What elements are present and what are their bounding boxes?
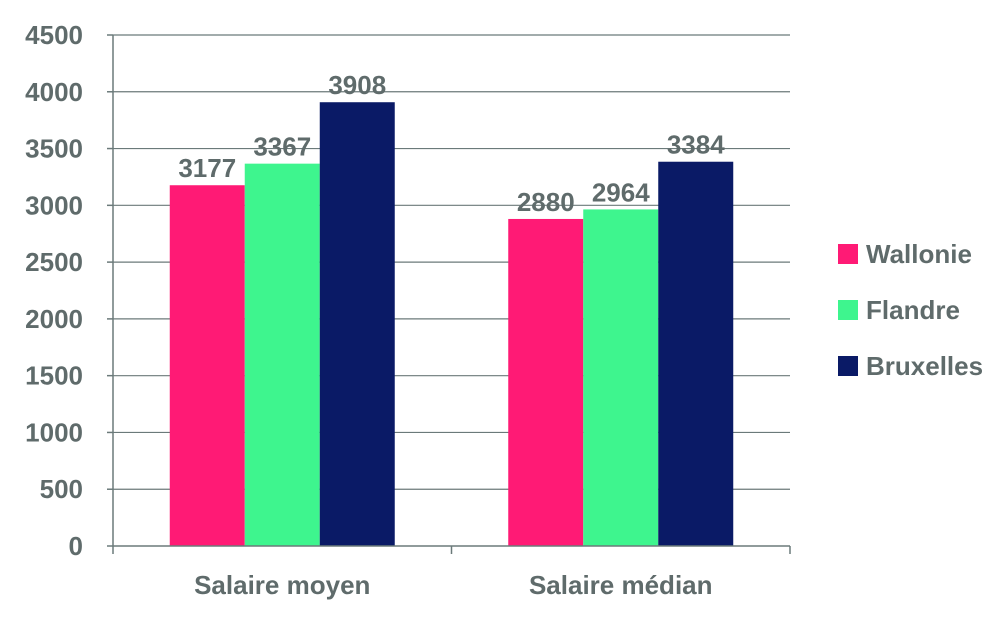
- y-axis-ticks: 0 500 1000 1500 2000 2500 3000 3500 4000 4500: [25, 20, 83, 561]
- data-labels: 3177 3367 3908 2880 2964 3384: [178, 70, 725, 217]
- data-label: 3908: [328, 70, 386, 100]
- x-category-label: Salaire médian: [529, 570, 713, 600]
- y-tick-label: 4500: [25, 20, 83, 50]
- y-tick-label: 500: [40, 474, 83, 504]
- data-label: 3177: [178, 153, 236, 183]
- legend-label: Wallonie: [866, 239, 972, 269]
- bar: [319, 102, 395, 547]
- x-axis-categories: Salaire moyen Salaire médian: [194, 570, 712, 600]
- data-label: 3367: [253, 132, 311, 162]
- y-tick-label: 3000: [25, 190, 83, 220]
- data-label: 2964: [592, 177, 650, 207]
- y-tick-label: 2500: [25, 247, 83, 277]
- y-tick-label: 3500: [25, 134, 83, 164]
- y-tick-label: 1000: [25, 417, 83, 447]
- legend-label: Bruxelles: [866, 351, 983, 381]
- legend-swatch: [838, 300, 858, 320]
- x-category-label: Salaire moyen: [194, 570, 370, 600]
- bar: [658, 161, 734, 546]
- data-label: 3384: [667, 130, 725, 160]
- bar: [169, 185, 245, 546]
- data-label: 2880: [517, 187, 575, 217]
- bars: [169, 102, 734, 547]
- y-tick-label: 2000: [25, 304, 83, 334]
- legend-swatch: [838, 244, 858, 264]
- y-tick-label: 1500: [25, 361, 83, 391]
- bar: [244, 163, 320, 546]
- y-tick-label: 4000: [25, 77, 83, 107]
- legend-label: Flandre: [866, 295, 960, 325]
- legend-swatch: [838, 356, 858, 376]
- bar: [583, 209, 659, 546]
- y-tick-label: 0: [69, 531, 83, 561]
- legend: Wallonie Flandre Bruxelles: [838, 239, 983, 381]
- axes: [107, 34, 791, 554]
- bar: [508, 218, 584, 546]
